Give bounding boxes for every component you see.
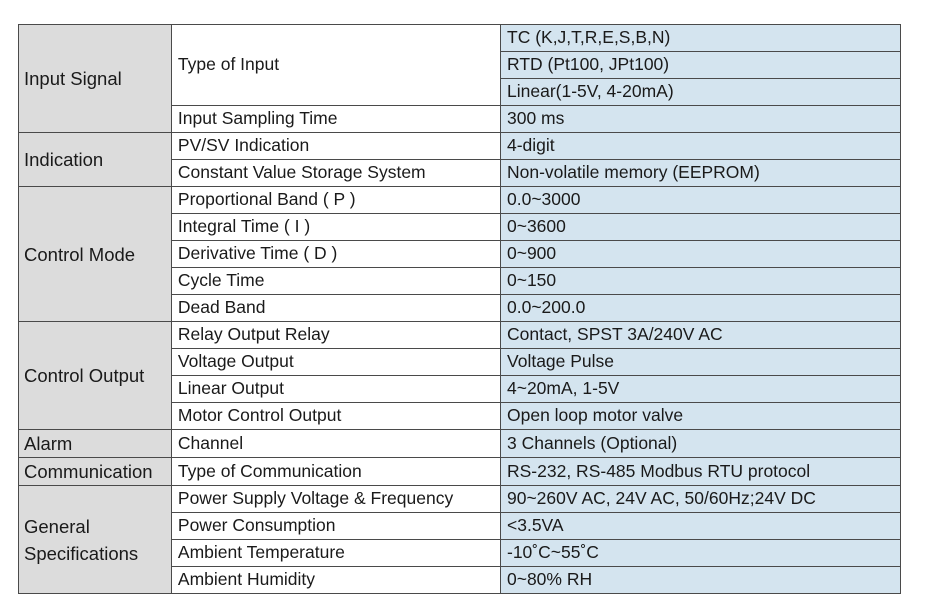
table-row: Ambient Temperature -10˚C~55˚C [19, 539, 901, 567]
table-row: Alarm Channel 3 Channels (Optional) [18, 429, 901, 458]
item-cell: Integral Time ( I ) [170, 213, 502, 241]
table-row: Indication PV/SV Indication 4-digit [18, 132, 901, 187]
spec-table: Input Signal Type of Input TC (K,J,T,R,E… [18, 24, 901, 594]
category-communication: Communication [18, 457, 172, 486]
table-row: Power Consumption <3.5VA [19, 512, 901, 540]
item-cell: Power Supply Voltage & Frequency [170, 485, 502, 513]
item-cell: Channel [170, 429, 502, 458]
value-cell: <3.5VA [500, 512, 901, 540]
value-cell: Non-volatile memory (EEPROM) [500, 159, 901, 187]
item-cell: Power Consumption [170, 512, 502, 540]
table-row: Linear(1-5V, 4-20mA) [19, 78, 901, 106]
table-row: Communication Type of Communication RS-2… [18, 457, 901, 486]
value-cell: 4~20mA, 1-5V [500, 375, 901, 403]
value-cell: 4-digit [500, 132, 901, 160]
item-cell: Motor Control Output [170, 402, 502, 430]
value-cell: 3 Channels (Optional) [500, 429, 901, 458]
item-type-of-input: Type of Input [170, 24, 502, 106]
value-cell: 300 ms [500, 105, 901, 133]
category-control-output: Control Output [18, 321, 172, 430]
category-indication: Indication [18, 132, 172, 187]
table-row: Constant Value Storage System Non-volati… [19, 159, 901, 187]
item-cell: Ambient Temperature [170, 539, 502, 567]
table-row: RTD (Pt100, JPt100) [19, 51, 901, 79]
item-cell: Type of Communication [170, 457, 502, 486]
value-cell: Contact, SPST 3A/240V AC [500, 321, 901, 349]
table-row: Input Signal Type of Input TC (K,J,T,R,E… [18, 24, 901, 133]
category-general-specifications: General Specifications [18, 485, 172, 594]
value-cell: RTD (Pt100, JPt100) [500, 51, 901, 79]
table-row: Cycle Time 0~150 [19, 267, 901, 295]
item-cell: Constant Value Storage System [170, 159, 502, 187]
value-cell: 0~80% RH [500, 566, 901, 594]
value-cell: -10˚C~55˚C [500, 539, 901, 567]
table-row: Ambient Humidity 0~80% RH [19, 566, 901, 594]
value-cell: 0~3600 [500, 213, 901, 241]
category-control-mode: Control Mode [18, 186, 172, 322]
table-row: Integral Time ( I ) 0~3600 [19, 213, 901, 241]
table-row: Motor Control Output Open loop motor val… [19, 402, 901, 430]
table-row: Control Mode Proportional Band ( P ) 0.0… [18, 186, 901, 322]
value-cell: Voltage Pulse [500, 348, 901, 376]
value-cell: Linear(1-5V, 4-20mA) [500, 78, 901, 106]
value-cell: RS-232, RS-485 Modbus RTU protocol [500, 457, 901, 486]
value-cell: 0.0~200.0 [500, 294, 901, 322]
value-cell: 0.0~3000 [500, 186, 901, 214]
table-row: General Specifications Power Supply Volt… [18, 485, 901, 594]
item-cell: Dead Band [170, 294, 502, 322]
value-cell: TC (K,J,T,R,E,S,B,N) [500, 24, 901, 52]
item-cell: Ambient Humidity [170, 566, 502, 594]
table-row: Dead Band 0.0~200.0 [19, 294, 901, 322]
item-cell: Derivative Time ( D ) [170, 240, 502, 268]
table-row: Voltage Output Voltage Pulse [19, 348, 901, 376]
value-cell: Open loop motor valve [500, 402, 901, 430]
value-cell: 90~260V AC, 24V AC, 50/60Hz;24V DC [500, 485, 901, 513]
item-cell: Relay Output Relay [170, 321, 502, 349]
category-input-signal: Input Signal [18, 24, 172, 133]
item-cell: PV/SV Indication [170, 132, 502, 160]
item-cell: Input Sampling Time [170, 105, 502, 133]
item-cell: Proportional Band ( P ) [170, 186, 502, 214]
table-row: Derivative Time ( D ) 0~900 [19, 240, 901, 268]
item-cell: Voltage Output [170, 348, 502, 376]
value-cell: 0~900 [500, 240, 901, 268]
table-row: Control Output Relay Output Relay Contac… [18, 321, 901, 430]
item-cell: Linear Output [170, 375, 502, 403]
category-alarm: Alarm [18, 429, 172, 458]
item-cell: Cycle Time [170, 267, 502, 295]
value-cell: 0~150 [500, 267, 901, 295]
